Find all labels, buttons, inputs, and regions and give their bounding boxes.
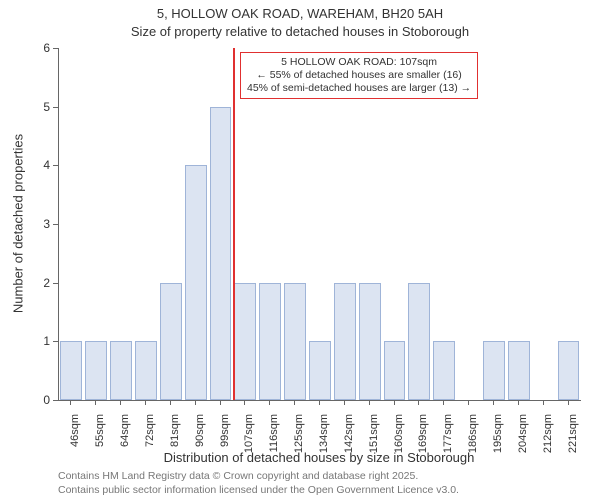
x-tick-mark (493, 400, 494, 405)
histogram-bar (508, 341, 530, 400)
histogram-bar (408, 283, 430, 400)
histogram-bar (85, 341, 107, 400)
x-tick-label: 81sqm (169, 414, 181, 464)
x-tick-mark (120, 400, 121, 405)
x-tick-mark (543, 400, 544, 405)
x-tick-label: 142sqm (343, 414, 355, 464)
histogram-bar (135, 341, 157, 400)
chart-title-main: 5, HOLLOW OAK ROAD, WAREHAM, BH20 5AH (0, 6, 600, 21)
info-box: 5 HOLLOW OAK ROAD: 107sqm← 55% of detach… (240, 52, 478, 99)
histogram-bar (234, 283, 256, 400)
histogram-bar (309, 341, 331, 400)
reference-marker-line (233, 48, 235, 400)
y-tick-label: 3 (34, 217, 50, 231)
y-tick-mark (53, 107, 58, 108)
x-tick-label: 160sqm (393, 414, 405, 464)
y-tick-label: 1 (34, 334, 50, 348)
info-line-3: 45% of semi-detached houses are larger (… (247, 82, 471, 95)
histogram-bar (483, 341, 505, 400)
x-tick-label: 169sqm (417, 414, 429, 464)
histogram-bar (60, 341, 82, 400)
x-tick-label: 46sqm (69, 414, 81, 464)
attribution-line1: Contains HM Land Registry data © Crown c… (58, 470, 459, 484)
y-tick-label: 2 (34, 276, 50, 290)
x-tick-mark (195, 400, 196, 405)
x-tick-label: 125sqm (293, 414, 305, 464)
x-tick-mark (294, 400, 295, 405)
y-tick-label: 4 (34, 158, 50, 172)
x-tick-mark (244, 400, 245, 405)
histogram-bar (284, 283, 306, 400)
y-tick-mark (53, 283, 58, 284)
x-tick-mark (568, 400, 569, 405)
x-tick-label: 90sqm (194, 414, 206, 464)
x-tick-label: 151sqm (368, 414, 380, 464)
y-tick-label: 5 (34, 100, 50, 114)
x-tick-mark (518, 400, 519, 405)
histogram-bar (558, 341, 580, 400)
x-tick-mark (443, 400, 444, 405)
x-tick-label: 221sqm (567, 414, 579, 464)
y-tick-mark (53, 224, 58, 225)
chart-title-sub: Size of property relative to detached ho… (0, 24, 600, 39)
x-tick-mark (418, 400, 419, 405)
x-tick-mark (220, 400, 221, 405)
x-tick-label: 72sqm (144, 414, 156, 464)
info-line-1: 5 HOLLOW OAK ROAD: 107sqm (247, 56, 471, 69)
x-tick-label: 212sqm (542, 414, 554, 464)
x-tick-label: 204sqm (517, 414, 529, 464)
x-tick-label: 186sqm (467, 414, 479, 464)
x-tick-mark (145, 400, 146, 405)
histogram-bar (359, 283, 381, 400)
y-tick-mark (53, 48, 58, 49)
histogram-bar (160, 283, 182, 400)
histogram-bar (185, 165, 207, 400)
plot-area (58, 48, 581, 401)
x-tick-mark (269, 400, 270, 405)
y-tick-mark (53, 400, 58, 401)
x-tick-mark (344, 400, 345, 405)
info-line-2: ← 55% of detached houses are smaller (16… (247, 69, 471, 82)
histogram-bar (259, 283, 281, 400)
y-tick-label: 6 (34, 41, 50, 55)
x-tick-mark (70, 400, 71, 405)
histogram-bar (334, 283, 356, 400)
histogram-bar (110, 341, 132, 400)
x-tick-label: 99sqm (219, 414, 231, 464)
x-tick-mark (394, 400, 395, 405)
histogram-bar (433, 341, 455, 400)
attribution-text: Contains HM Land Registry data © Crown c… (58, 470, 459, 497)
histogram-bar (210, 107, 232, 400)
x-tick-label: 134sqm (318, 414, 330, 464)
histogram-bar (384, 341, 406, 400)
y-tick-mark (53, 341, 58, 342)
x-tick-mark (95, 400, 96, 405)
y-tick-mark (53, 165, 58, 166)
x-tick-mark (369, 400, 370, 405)
x-tick-label: 116sqm (268, 414, 280, 464)
x-tick-label: 177sqm (442, 414, 454, 464)
x-tick-mark (170, 400, 171, 405)
x-tick-mark (319, 400, 320, 405)
y-tick-label: 0 (34, 393, 50, 407)
y-axis-label: Number of detached properties (11, 124, 26, 324)
x-tick-label: 107sqm (243, 414, 255, 464)
x-tick-mark (468, 400, 469, 405)
x-tick-label: 55sqm (94, 414, 106, 464)
attribution-line2: Contains public sector information licen… (58, 484, 459, 498)
x-tick-label: 64sqm (119, 414, 131, 464)
chart-container: 5, HOLLOW OAK ROAD, WAREHAM, BH20 5AH Si… (0, 0, 600, 500)
x-tick-label: 195sqm (492, 414, 504, 464)
